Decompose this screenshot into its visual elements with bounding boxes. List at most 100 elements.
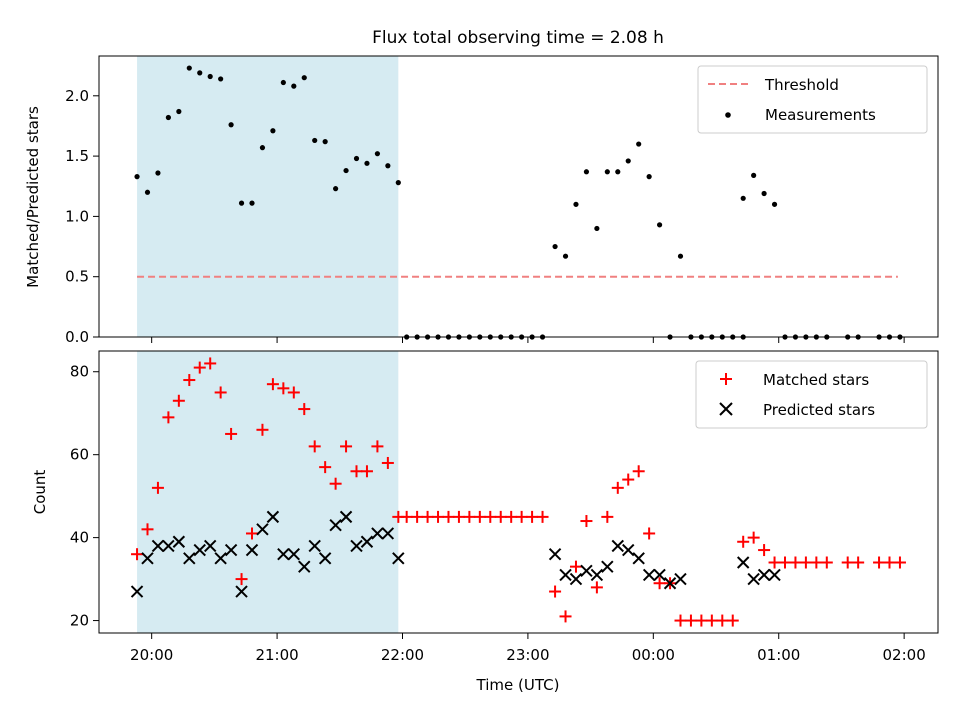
x-stroke-b — [381, 527, 395, 540]
measurement-point — [761, 190, 767, 197]
chart-title: Flux total observing time = 2.08 h — [372, 28, 664, 48]
measurement-point — [751, 172, 757, 178]
matched-star-point — [162, 411, 175, 424]
matched-star-point — [287, 386, 300, 399]
measurement-point — [385, 163, 391, 169]
measurement-point — [343, 167, 349, 174]
measurement-point — [740, 195, 746, 201]
x-stroke-b — [214, 552, 227, 565]
legend-measurements-label: Measurements — [765, 106, 876, 124]
predicted-star-point — [381, 527, 395, 540]
x-stroke-b — [203, 539, 217, 553]
x-stroke-b — [256, 523, 269, 536]
predicted-star-point — [548, 547, 562, 561]
matched-star-point — [141, 523, 154, 536]
matched-star-point — [684, 614, 697, 627]
matched-star-point — [400, 510, 413, 523]
x-stroke-b — [580, 564, 593, 578]
x-stroke-b — [642, 568, 656, 582]
matched-star-point — [411, 510, 424, 523]
bottom-ytick-label: 60 — [70, 446, 89, 464]
x-stroke-b — [622, 543, 635, 557]
top-axes-frame — [98, 55, 939, 338]
x-stroke-b — [151, 539, 165, 553]
x-stroke-b — [559, 568, 572, 582]
matched-star-point — [256, 423, 269, 436]
matched-star-point — [559, 610, 572, 623]
predicted-star-point — [622, 543, 635, 557]
matched-star-point — [526, 510, 539, 523]
predicted-star-point — [162, 539, 175, 553]
measurement-point — [218, 76, 224, 82]
predicted-star-point — [245, 543, 259, 557]
bottom-axes-frame — [98, 350, 939, 634]
matched-star-point — [193, 361, 206, 374]
predicted-star-point — [768, 568, 781, 582]
measurement-point — [562, 253, 569, 259]
measurement-point — [656, 222, 663, 228]
bottom-xtick-label: 21:00 — [255, 646, 298, 664]
predicted-star-point — [569, 572, 583, 586]
measurement-point — [395, 180, 401, 186]
measurement-point — [155, 170, 161, 176]
x-stroke-b — [193, 543, 206, 557]
bottom-xtick-label: 22:00 — [381, 646, 424, 664]
predicted-star-point — [224, 543, 238, 557]
bottom-y-axis-label: Count — [31, 470, 49, 515]
measurement-point — [552, 243, 558, 250]
matched-star-point — [204, 357, 217, 370]
matched-star-point — [695, 614, 708, 627]
top-legend: Threshold Measurements — [697, 65, 928, 134]
predicted-star-point — [235, 585, 248, 598]
predicted-star-point — [298, 560, 311, 573]
bottom-xtick-label: 23:00 — [506, 646, 549, 664]
matched-star-point — [463, 510, 476, 523]
predicted-star-point — [590, 568, 604, 582]
predicted-star-point — [663, 577, 677, 590]
matched-star-point — [319, 461, 332, 474]
measurement-point — [301, 75, 307, 81]
measurement-point — [677, 253, 684, 259]
predicted-star-point — [632, 552, 645, 565]
top-ytick-label: 1.0 — [65, 207, 89, 225]
matched-star-point — [873, 556, 886, 569]
predicted-star-point — [392, 552, 405, 565]
matched-star-point — [841, 556, 854, 569]
predicted-star-point — [287, 547, 301, 561]
predicted-star-point — [580, 564, 593, 578]
bottom-xtick-label: 02:00 — [883, 646, 926, 664]
matched-star-point — [432, 510, 445, 523]
measurement-point — [583, 169, 590, 175]
x-stroke-b — [141, 552, 154, 565]
predicted-star-point — [318, 552, 332, 565]
measurement-point — [312, 137, 318, 144]
matched-star-point — [852, 556, 865, 569]
matched-star-point — [778, 556, 791, 569]
matched-star-point — [151, 481, 164, 494]
measurement-point — [604, 169, 610, 175]
matched-star-point — [452, 510, 465, 523]
matched-star-point — [515, 510, 528, 523]
predicted-star-point — [601, 560, 614, 573]
matched-star-point — [716, 614, 729, 627]
measurement-point — [573, 201, 579, 207]
x-stroke-b — [183, 552, 196, 565]
x-axis-label: Time (UTC) — [476, 676, 560, 694]
x-stroke-b — [663, 577, 677, 590]
predicted-star-point — [172, 535, 186, 548]
matched-star-point — [737, 535, 750, 548]
matched-star-point — [473, 510, 486, 523]
matched-star-point — [747, 531, 760, 544]
matched-star-point — [183, 374, 196, 387]
measurement-point — [134, 174, 140, 180]
top-ytick-label: 0.0 — [65, 328, 89, 346]
measurement-point — [374, 151, 381, 157]
measurement-point — [646, 174, 652, 180]
x-stroke-b — [569, 572, 583, 586]
matched-star-point — [277, 382, 290, 395]
matched-star-point — [674, 614, 687, 627]
matched-star-point — [569, 560, 582, 573]
bottom-xtick-label: 01:00 — [757, 646, 800, 664]
legend-predicted-label: Predicted stars — [763, 401, 875, 419]
x-stroke-b — [130, 585, 144, 598]
